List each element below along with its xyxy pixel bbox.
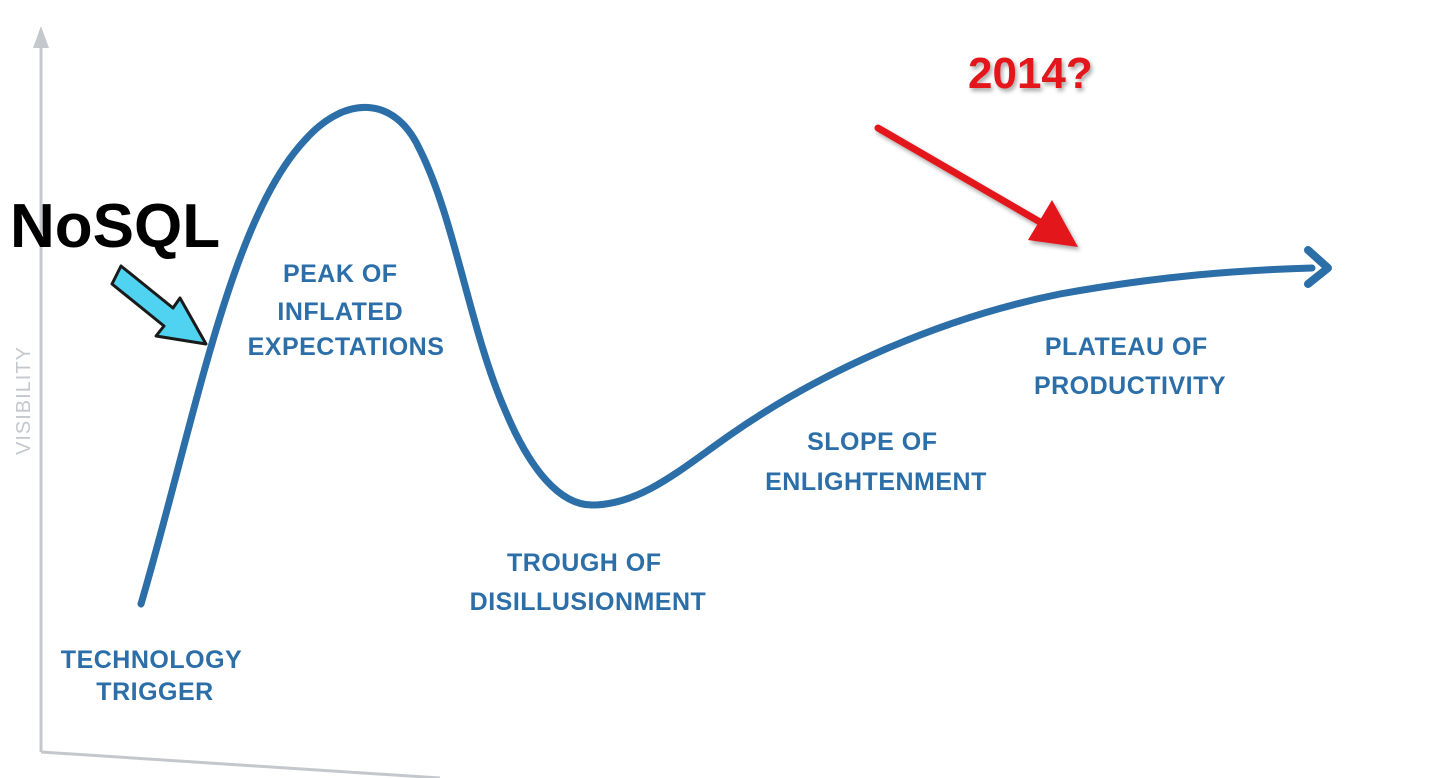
phase-label-peak: PEAK OF INFLATED EXPECTATIONS (248, 260, 445, 361)
phase-label-technology-trigger: TECHNOLOGY TRIGGER (61, 646, 249, 706)
axes: VISIBILITY (13, 26, 441, 778)
phase-label-trough: TROUGH OF DISILLUSIONMENT (470, 549, 707, 616)
curve-arrowhead (1304, 246, 1332, 288)
x-axis-line (40, 750, 441, 778)
y-axis-arrowhead (33, 26, 49, 48)
y-axis-label: VISIBILITY (13, 346, 35, 455)
phase-label-plateau: PLATEAU OF PRODUCTIVITY (1034, 333, 1226, 400)
year-arrow-icon (874, 124, 1078, 247)
nosql-label: NoSQL (10, 192, 220, 261)
nosql-arrow-icon (110, 264, 208, 346)
hype-curve (137, 104, 1316, 608)
phase-label-slope: SLOPE OF ENLIGHTENMENT (765, 428, 987, 496)
year-label: 2014? (968, 49, 1093, 98)
